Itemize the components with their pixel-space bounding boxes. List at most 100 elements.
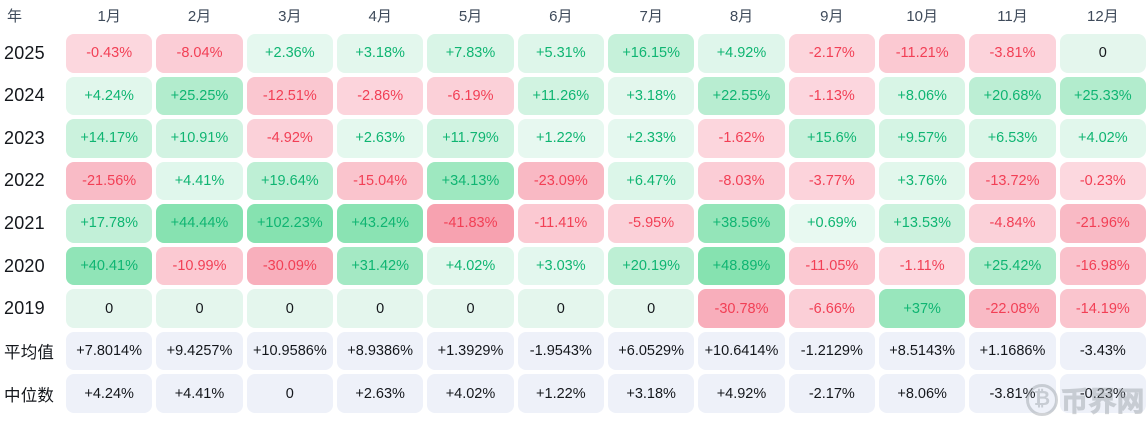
heatmap-cell: +4.02% (427, 374, 514, 413)
row-label-2020: 2020 (4, 255, 45, 276)
heatmap-cell: +3.18% (337, 34, 424, 73)
heatmap-cell: -0.23% (1059, 161, 1146, 201)
heatmap-cell: +2.63% (337, 119, 424, 158)
heatmap-cell: +16.15% (608, 34, 695, 73)
heatmap-cell: -11.41% (517, 204, 604, 243)
heatmap-cell: +4.41% (156, 161, 243, 201)
heatmap-cell: 0 (246, 374, 333, 413)
heatmap-cell: +10.6414% (698, 331, 785, 371)
heatmap-cell: -5.95% (608, 204, 695, 243)
heatmap-cell: 0 (1059, 34, 1146, 73)
heatmap-cell: +3.03% (517, 246, 604, 286)
heatmap-cell: +25.33% (1059, 76, 1146, 116)
heatmap-cell: -41.83% (427, 204, 514, 243)
heatmap-cell: -16.98% (1059, 246, 1146, 286)
heatmap-cell: -30.09% (246, 246, 333, 286)
heatmap-cell: +19.64% (246, 161, 333, 201)
heatmap-cell: -21.96% (1059, 204, 1146, 243)
heatmap-cell: +4.92% (698, 34, 785, 73)
heatmap-cell: 0 (517, 289, 604, 328)
heatmap-cell: +6.0529% (608, 331, 695, 371)
heatmap-cell: -4.84% (969, 204, 1056, 243)
month-header: 11月 (997, 7, 1028, 25)
heatmap-cell: -21.56% (66, 161, 153, 201)
row-label-2019: 2019 (4, 298, 45, 319)
heatmap-cell: -30.78% (698, 289, 785, 328)
row-label-中位数: 中位数 (4, 386, 55, 405)
heatmap-cell: -3.43% (1059, 331, 1146, 371)
heatmap-cell: -3.77% (788, 161, 875, 201)
heatmap-cell: +4.41% (156, 374, 243, 413)
heatmap-cell: +4.02% (1059, 119, 1146, 158)
month-header: 3月 (278, 7, 302, 25)
heatmap-cell: +17.78% (66, 204, 153, 243)
heatmap-cell: +2.63% (337, 374, 424, 413)
month-header: 2月 (187, 7, 212, 25)
heatmap-cell: +25.25% (156, 76, 243, 116)
heatmap-cell: +6.47% (608, 161, 695, 201)
heatmap-cell: -12.51% (246, 76, 333, 116)
heatmap-cell: +8.9386% (337, 331, 424, 371)
heatmap-cell: -1.2129% (788, 331, 875, 371)
heatmap-cell: -13.72% (969, 161, 1056, 201)
heatmap-cell: +11.79% (427, 119, 514, 158)
month-header: 8月 (729, 7, 754, 25)
heatmap-cell: +6.53% (969, 119, 1056, 158)
heatmap-cell: -8.03% (698, 161, 785, 201)
heatmap-cell: -11.21% (879, 34, 966, 73)
heatmap-cell: -1.9543% (517, 331, 604, 371)
row-label-平均值: 平均值 (4, 344, 55, 363)
heatmap-cell: +0.69% (788, 204, 875, 243)
heatmap-cell: +8.06% (879, 374, 966, 413)
heatmap-cell: +3.76% (879, 161, 966, 201)
heatmap-cell: +7.83% (427, 34, 514, 73)
heatmap-cell: +44.44% (156, 204, 243, 243)
heatmap-cell: -6.19% (427, 76, 514, 116)
row-label-2024: 2024 (4, 85, 45, 106)
heatmap-cell: 0 (156, 289, 243, 328)
heatmap-cell: +10.91% (156, 119, 243, 158)
heatmap-cell: +22.55% (698, 76, 785, 116)
heatmap-cell: +1.1686% (969, 331, 1056, 371)
month-header: 4月 (368, 7, 392, 25)
heatmap-cell: 0 (337, 289, 424, 328)
heatmap-cell: -11.05% (788, 246, 875, 286)
month-header: 1月 (97, 7, 121, 25)
heatmap-cell: +7.8014% (66, 331, 153, 371)
heatmap-cell: +4.24% (66, 374, 153, 413)
month-header: 12月 (1086, 7, 1119, 25)
heatmap-cell: +1.22% (517, 374, 604, 413)
heatmap-cell: -0.43% (66, 34, 153, 73)
heatmap-cell: 0 (427, 289, 514, 328)
heatmap-cell: +15.6% (788, 119, 875, 158)
heatmap-cell: -22.08% (969, 289, 1056, 328)
heatmap-cell: +2.36% (246, 34, 333, 73)
heatmap-cell: +13.53% (879, 204, 966, 243)
heatmap-cell: -1.11% (879, 246, 966, 286)
heatmap-cell: -23.09% (517, 161, 604, 201)
heatmap-cell: +8.5143% (879, 331, 966, 371)
heatmap-cell: +43.24% (337, 204, 424, 243)
heatmap-cell: +34.13% (427, 161, 514, 201)
heatmap-cell: +14.17% (66, 119, 153, 158)
heatmap-cell: -10.99% (156, 246, 243, 286)
heatmap-cell: +9.4257% (156, 331, 243, 371)
heatmap-cell: +11.26% (517, 76, 604, 116)
heatmap-cell: +38.56% (698, 204, 785, 243)
heatmap-cell: +8.06% (879, 76, 966, 116)
heatmap-cell: +48.89% (698, 246, 785, 286)
heatmap-cell: -2.17% (788, 374, 875, 413)
row-label-2022: 2022 (4, 170, 45, 191)
month-header: 10月 (906, 7, 938, 25)
heatmap-cell: 0 (66, 289, 153, 328)
heatmap-cell: +3.18% (608, 374, 695, 413)
heatmap-cell: +3.18% (608, 76, 695, 116)
heatmap-cell: +4.24% (66, 76, 153, 116)
row-label-2025: 2025 (4, 42, 45, 63)
heatmap-cell: 0 (608, 289, 695, 328)
heatmap-cell: -14.19% (1059, 289, 1146, 328)
heatmap-cell: -4.92% (246, 119, 333, 158)
heatmap-cell: -6.66% (788, 289, 875, 328)
